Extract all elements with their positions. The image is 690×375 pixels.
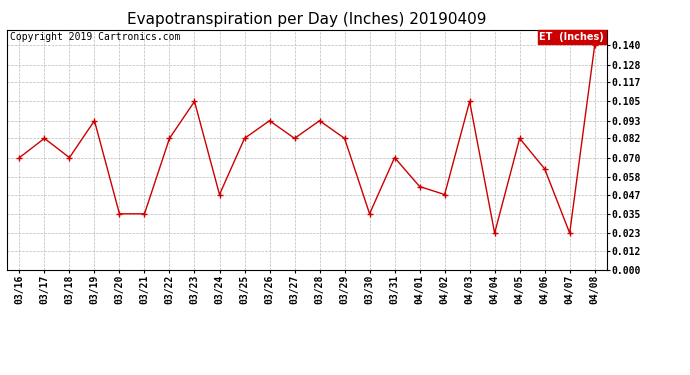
Title: Evapotranspiration per Day (Inches) 20190409: Evapotranspiration per Day (Inches) 2019… xyxy=(127,12,487,27)
Text: ET  (Inches): ET (Inches) xyxy=(540,32,604,42)
Text: Copyright 2019 Cartronics.com: Copyright 2019 Cartronics.com xyxy=(10,32,180,42)
